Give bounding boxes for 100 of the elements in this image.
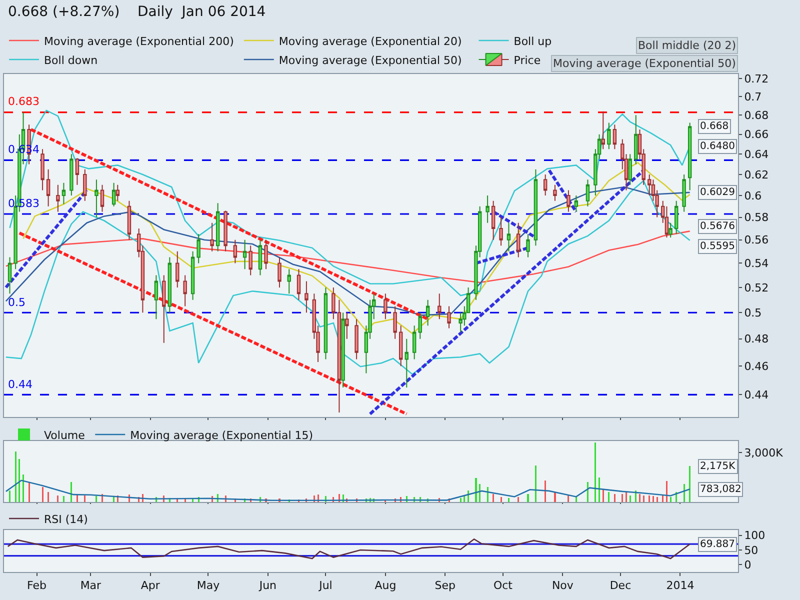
candlestick	[100, 184, 104, 212]
candlestick	[601, 110, 605, 150]
ref-line-label: 0.44	[8, 378, 32, 391]
ref-line-label: 0.683	[8, 95, 40, 108]
annotation: 2,175K	[700, 461, 736, 472]
candlestick	[62, 182, 66, 205]
annotation: 0.6029	[700, 187, 735, 198]
x-tick-label: May	[196, 579, 220, 592]
candlestick	[607, 122, 611, 150]
line-series	[5, 180, 690, 375]
x-tick-label: Apr	[140, 579, 160, 592]
candlestick	[168, 256, 172, 314]
candlestick	[224, 210, 228, 252]
y-tick-label: 3,000K	[744, 446, 784, 460]
y-tick-label: 0.66	[744, 128, 769, 142]
y-tick-label: 0.7	[744, 90, 762, 104]
candlestick	[418, 312, 422, 340]
annotation: 69.887	[700, 539, 735, 550]
candlestick	[190, 250, 195, 300]
candlestick	[491, 200, 496, 240]
legend-label: Moving average (Exponential 50)	[278, 54, 462, 67]
candlestick	[404, 338, 408, 388]
candlestick	[127, 200, 132, 240]
y-tick-label: 0.48	[744, 332, 769, 346]
y-tick-label: 0.68	[744, 109, 769, 122]
annotation: 0.5676	[700, 221, 735, 232]
candlestick	[526, 234, 530, 258]
candlestick	[668, 222, 672, 238]
candlestick	[412, 325, 416, 360]
line-series	[9, 110, 690, 296]
text: Moving average (Exponential 50)	[553, 57, 736, 70]
candlestick	[162, 274, 166, 344]
candlestick	[447, 306, 451, 329]
candlestick	[426, 299, 430, 326]
candlestick	[341, 312, 345, 388]
chart-title: 0.668 (+8.27%) Daily Jan 06 2014	[8, 4, 266, 20]
candlestick	[486, 195, 490, 224]
candlestick	[8, 256, 12, 294]
x-tick-label: Mar	[80, 579, 102, 592]
y-tick-label: 0.6	[744, 189, 762, 202]
ref-line-label: 0.5	[8, 296, 26, 309]
candlestick	[332, 286, 336, 320]
candlestick	[94, 179, 98, 218]
candlestick	[56, 184, 60, 212]
y-tick-label: 0.44	[744, 388, 769, 402]
legend-label: Price	[514, 54, 541, 67]
x-tick-label: 2014	[666, 579, 694, 592]
legend-label: Volume	[44, 428, 86, 442]
candlestick	[75, 158, 80, 186]
annotation: 783,082	[700, 484, 742, 495]
candlestick	[296, 268, 301, 300]
candlestick	[304, 280, 308, 314]
candlestick	[287, 268, 291, 294]
candlestick	[674, 200, 678, 235]
line-series	[7, 538, 690, 560]
annotation: 0.5595	[700, 241, 735, 252]
candlestick	[70, 154, 74, 196]
candlestick	[516, 222, 520, 258]
legend-label: Boll down	[44, 54, 98, 67]
y-tick-label: 0.52	[744, 281, 769, 294]
candlestick	[337, 299, 342, 413]
x-tick-label: Jul	[318, 579, 332, 592]
candlestick	[83, 168, 87, 202]
x-tick-label: Nov	[552, 579, 574, 592]
candlestick	[566, 190, 570, 212]
candlestick	[154, 274, 158, 320]
candlestick	[574, 195, 578, 212]
candlestick	[112, 182, 116, 207]
x-tick-label: Aug	[374, 579, 396, 592]
candlestick	[553, 184, 557, 202]
candlestick	[176, 250, 180, 288]
candlestick	[682, 174, 686, 212]
candlestick	[393, 306, 397, 340]
candlestick	[233, 239, 238, 264]
candlestick	[544, 174, 548, 196]
line-series	[5, 186, 690, 316]
y-tick-label: 0	[744, 558, 752, 572]
text: Boll middle (20 2)	[638, 39, 736, 52]
y-tick-label: 0.5	[744, 306, 762, 320]
candlestick	[354, 318, 358, 360]
y-tick-label: 0.56	[744, 234, 769, 247]
legend-label: RSI (14)	[44, 512, 88, 526]
candlestick	[258, 239, 262, 276]
candlestick	[612, 124, 617, 150]
x-tick-label: Feb	[27, 579, 46, 592]
x-tick-label: Oct	[493, 579, 514, 592]
legend-label: Moving average (Exponential 200)	[44, 34, 234, 48]
y-tick-label: 100	[744, 529, 766, 542]
candlestick	[216, 202, 220, 252]
candlestick	[688, 122, 692, 191]
candlestick	[324, 286, 328, 360]
y-tick-label: 0.58	[744, 211, 769, 224]
x-tick-label: Dec	[610, 579, 632, 592]
candlestick	[196, 234, 200, 264]
candlestick	[345, 312, 349, 340]
line-series	[5, 230, 690, 284]
x-tick-label: Sep	[434, 579, 456, 592]
candlestick	[399, 325, 403, 367]
y-tick-label: 0.46	[744, 360, 769, 374]
candlestick	[499, 216, 503, 246]
